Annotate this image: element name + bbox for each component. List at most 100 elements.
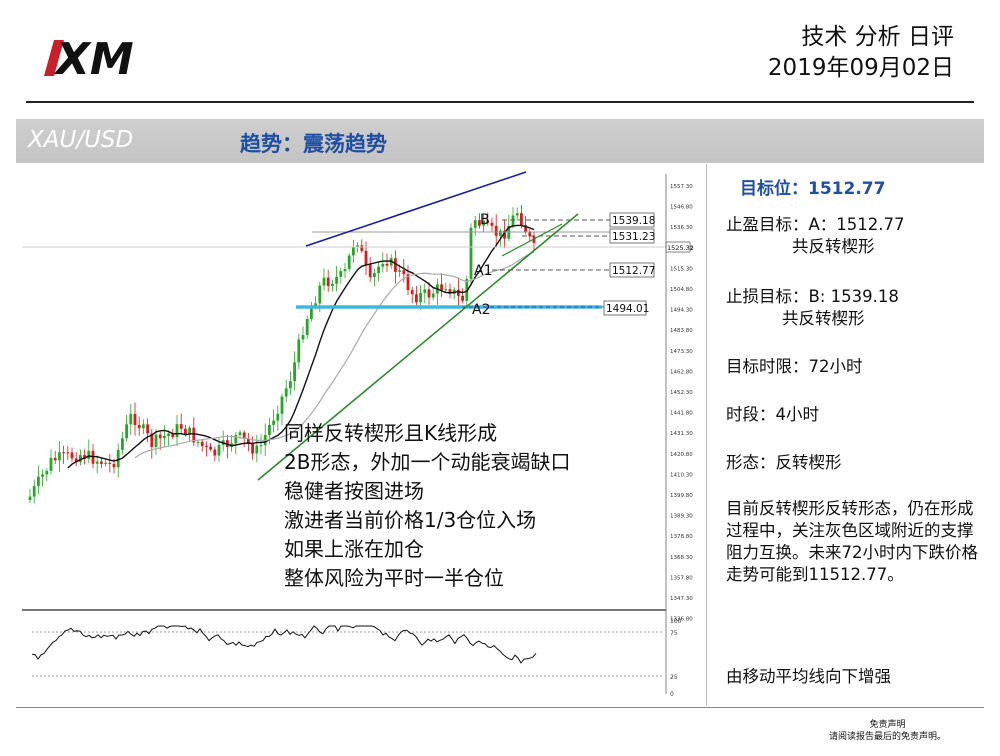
candle-body: [205, 446, 208, 448]
candle-body: [339, 271, 343, 277]
annotation-line-1: 同样反转楔形且K线形成: [284, 421, 497, 445]
y-tick-label: 1441.80: [670, 411, 693, 417]
logo-text: XM: [53, 34, 134, 80]
candle-body: [381, 263, 385, 267]
y-tick-label: 1483.80: [670, 328, 693, 334]
candle-body: [297, 339, 301, 363]
time-limit: 目标时限：72小时: [726, 357, 863, 376]
candle-body: [364, 250, 368, 265]
annotation-block: 同样反转楔形且K线形成 2B形态，外加一个动能衰竭缺口 稳健者按图进场 激进者当…: [284, 421, 570, 590]
candle-body: [410, 290, 414, 295]
candle-body: [318, 285, 322, 304]
disclaimer-text: 请阅读报告最后的免责声明。: [828, 732, 946, 742]
candle-body: [234, 434, 238, 444]
y-tick-label: 1515.30: [670, 266, 693, 272]
candle-body: [406, 274, 410, 291]
candle-body: [70, 452, 74, 459]
candle-body: [301, 335, 305, 340]
candle-body: [305, 319, 309, 336]
candle-body: [95, 461, 99, 464]
candle-body: [515, 213, 519, 216]
candle-body: [37, 476, 40, 487]
trend-label: 趋势：震荡趋势: [240, 132, 387, 156]
candle-body: [326, 277, 330, 287]
svg-text:1512.77: 1512.77: [612, 265, 655, 277]
candle-body: [137, 425, 141, 429]
osc-tick-25: 25: [670, 674, 678, 681]
candle-body: [74, 458, 78, 462]
annotation-line-5: 如果上涨在加仓: [284, 537, 424, 561]
osc-tick-100: 100: [670, 618, 682, 625]
candle-body: [440, 284, 443, 291]
y-tick-label: 1494.30: [670, 308, 693, 314]
candle-body: [272, 420, 275, 425]
candle-body: [331, 283, 334, 287]
candle-body: [146, 424, 149, 434]
y-tick-label: 1536.30: [670, 225, 693, 231]
svg-text:1525.32: 1525.32: [667, 244, 694, 252]
candle-body: [431, 293, 435, 298]
candle-body: [217, 444, 221, 456]
y-tick-label: 1368.30: [670, 555, 693, 561]
candle-body: [268, 424, 271, 436]
candle-body: [91, 450, 95, 464]
symbol-label: XAU/USD: [28, 127, 134, 153]
candle-body: [503, 230, 506, 239]
candle-body: [343, 269, 347, 272]
y-tick-label: 1389.30: [670, 514, 693, 520]
symbol-band: XAU/USD 趋势：震荡趋势: [16, 119, 984, 163]
annotation-line-3: 稳健者按图进场: [284, 479, 424, 503]
candle-body: [32, 486, 36, 497]
ma-slow-line: [134, 251, 535, 459]
candle-body: [175, 424, 179, 438]
candle-body: [104, 462, 107, 464]
candle-body: [385, 263, 389, 266]
disclaimer: 免责声明 请阅读报告最后的免责声明。: [829, 719, 946, 743]
svg-text:1539.18: 1539.18: [612, 215, 655, 227]
candle-body: [112, 463, 116, 468]
y-tick-label: 1378.80: [670, 534, 693, 540]
wedge-upper-line: [501, 223, 563, 257]
candle-body: [465, 279, 469, 301]
candle-body: [167, 433, 170, 436]
candle-body: [511, 215, 515, 226]
candlesticks: [28, 205, 536, 504]
candle-body: [259, 445, 263, 447]
candle-body: [171, 433, 175, 438]
candle-body: [100, 461, 103, 464]
candle-body: [154, 434, 158, 448]
stop-loss-note: 共反转楔形: [782, 309, 865, 328]
osc-tick-0: 0: [670, 691, 674, 698]
candle-body: [200, 441, 204, 447]
candle-body: [276, 413, 280, 421]
price-chart: 1557.301546.801536.301525.801515.301504.…: [22, 164, 706, 706]
candle-body: [251, 443, 254, 454]
candle-body: [444, 289, 448, 291]
y-tick-label: 1546.80: [670, 205, 693, 211]
candle-body: [314, 303, 317, 308]
candle-body: [520, 213, 523, 226]
candle-body: [373, 273, 376, 278]
candle-body: [150, 433, 154, 448]
price-label-1539: 1539.18: [609, 212, 655, 228]
candle-body: [116, 449, 120, 468]
candle-body: [45, 470, 49, 475]
candle-body: [419, 292, 422, 303]
panel-divider: [706, 164, 707, 706]
candle-body: [494, 225, 498, 236]
candle-body: [499, 230, 502, 236]
candle-body: [188, 427, 191, 435]
candle-body: [41, 474, 44, 477]
pattern-label-a1: A1: [474, 263, 492, 279]
candle-body: [478, 220, 481, 226]
candle-body: [310, 307, 313, 320]
report-header: 技术 分析 日评 2019年09月02日: [768, 22, 954, 84]
take-profit-target: 止盈目标：A：1512.77: [726, 215, 905, 234]
stop-loss-target: 止损目标：B: 1539.18: [726, 287, 899, 306]
header-divider: [26, 101, 974, 103]
candle-body: [58, 452, 61, 461]
candle-body: [87, 450, 91, 459]
current-price-tag: 1525.32: [665, 241, 694, 253]
candle-body: [427, 289, 431, 298]
pattern-type: 形态：反转楔形: [726, 453, 842, 472]
